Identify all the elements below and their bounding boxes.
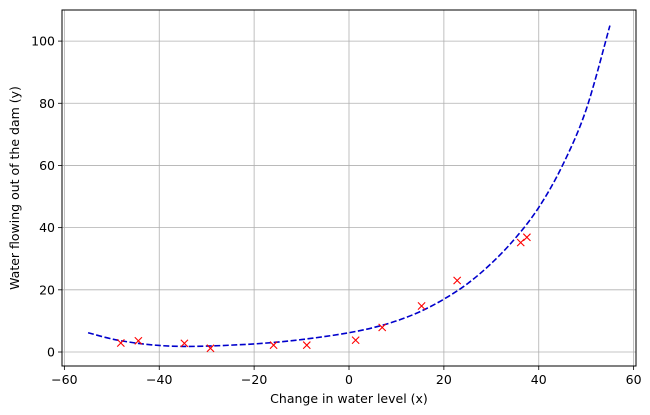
data-point-marker: [516, 238, 525, 247]
marker-stroke: [302, 341, 311, 350]
marker-stroke: [269, 341, 278, 350]
data-point-marker: [269, 341, 278, 350]
y-tick-label: 100: [31, 34, 55, 49]
x-tick-label: 0: [345, 372, 353, 387]
y-tick-label: 60: [39, 158, 55, 173]
marker-stroke: [516, 238, 525, 247]
x-tick-label: 20: [436, 372, 452, 387]
marker-stroke: [180, 339, 189, 348]
ticks: −60 −40 −20 0 20 40 60 0 20 40 60 80 100: [31, 34, 641, 387]
data-point-marker: [351, 336, 360, 345]
marker-stroke: [522, 233, 531, 242]
data-point-marker: [378, 323, 387, 332]
data-point-marker: [116, 339, 125, 347]
y-tick-label: 0: [47, 345, 55, 360]
y-tick-label: 40: [39, 220, 55, 235]
data-layer: [87, 25, 611, 353]
data-point-marker: [453, 276, 462, 285]
x-tick-label: 60: [626, 372, 642, 387]
data-point-marker: [417, 302, 426, 310]
data-point-marker: [302, 341, 311, 350]
x-tick-label: −20: [241, 372, 267, 387]
fit-curve-line: [87, 25, 611, 348]
data-point-marker: [206, 344, 215, 353]
x-tick-label: −60: [51, 372, 77, 387]
marker-stroke: [351, 336, 360, 345]
data-point-marker: [180, 339, 189, 348]
marker-stroke: [417, 302, 426, 310]
data-point-marker: [134, 336, 143, 345]
marker-stroke: [134, 336, 143, 345]
marker-stroke: [378, 323, 387, 332]
y-axis-label: Water flowing out of the dam (y): [7, 86, 22, 290]
x-tick-label: −40: [146, 372, 172, 387]
grid: [62, 10, 636, 366]
y-tick-label: 80: [39, 96, 55, 111]
marker-stroke: [116, 339, 125, 347]
x-tick-label: 40: [531, 372, 547, 387]
marker-stroke: [206, 344, 215, 353]
data-point-marker: [522, 233, 531, 242]
y-tick-label: 20: [39, 282, 55, 297]
x-axis-label: Change in water level (x): [270, 391, 428, 406]
marker-stroke: [453, 276, 462, 285]
